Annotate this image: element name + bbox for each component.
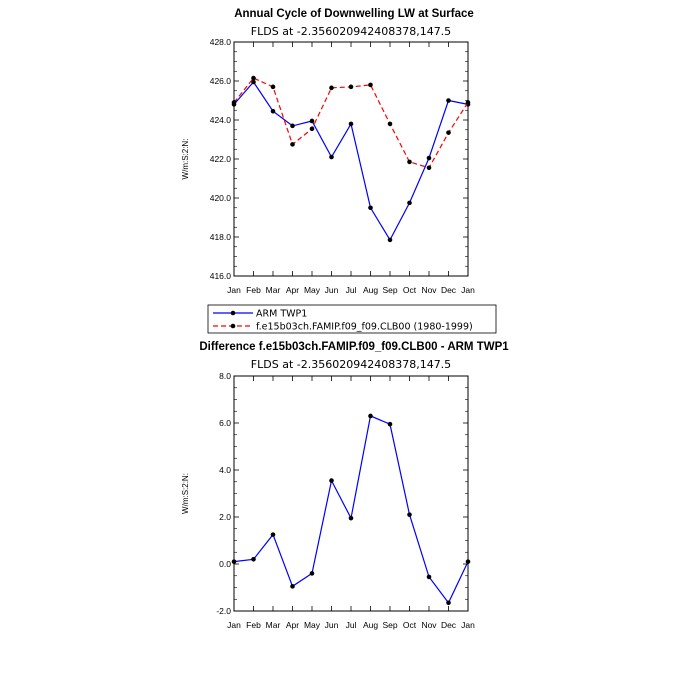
data-point — [270, 532, 276, 537]
x-tick-label: Jul — [346, 620, 357, 630]
x-tick-label: Apr — [286, 285, 299, 295]
y-tick-label: 424.0 — [210, 115, 232, 125]
data-point — [231, 100, 237, 105]
x-tick-label: Jan — [227, 620, 241, 630]
x-tick-label: Jul — [346, 285, 357, 295]
data-point — [465, 559, 471, 564]
x-tick-label: May — [304, 285, 321, 295]
data-point — [387, 121, 393, 127]
x-tick-label: Feb — [246, 285, 261, 295]
x-tick-label: Jan — [461, 285, 475, 295]
x-tick-label: Jan — [461, 620, 475, 630]
data-point — [348, 121, 354, 127]
legend-label-0: ARM TWP1 — [256, 309, 307, 320]
y-tick-label: 416.0 — [210, 271, 232, 281]
y-tick-label: 418.0 — [210, 232, 232, 242]
x-tick-label: Dec — [441, 620, 457, 630]
data-point — [426, 165, 432, 171]
data-point — [290, 123, 295, 129]
data-point — [368, 413, 373, 419]
data-point — [348, 515, 354, 521]
x-tick-label: Jan — [227, 285, 241, 295]
data-point — [329, 154, 334, 160]
y-tick-label: -2.0 — [216, 606, 231, 616]
data-point — [407, 159, 412, 165]
data-point — [368, 205, 373, 211]
legend-marker-1 — [230, 323, 236, 329]
y-tick-label: 2.0 — [219, 512, 231, 522]
x-tick-label: Feb — [246, 620, 261, 630]
data-point — [309, 126, 315, 132]
y-tick-label: 420.0 — [210, 193, 232, 203]
data-point — [251, 75, 256, 81]
data-point — [290, 142, 295, 147]
x-tick-label: Sep — [382, 285, 397, 295]
data-point — [290, 584, 295, 589]
data-point — [387, 421, 393, 427]
data-point — [329, 85, 334, 91]
x-tick-label: Nov — [421, 285, 437, 295]
x-tick-label: Aug — [363, 620, 378, 630]
legend-box — [207, 304, 497, 334]
x-tick-label: Mar — [266, 285, 281, 295]
x-tick-label: Dec — [441, 285, 457, 295]
y-axis-label-1: W/m:S:2:N: — [181, 473, 190, 514]
data-point — [446, 600, 451, 606]
x-tick-label: Jun — [325, 285, 339, 295]
data-point — [270, 84, 276, 90]
x-tick-label: Apr — [286, 620, 299, 630]
x-tick-label: Mar — [266, 620, 281, 630]
legend-marker-0 — [230, 310, 236, 316]
y-tick-label: 6.0 — [219, 418, 231, 428]
plot-frame-1 — [233, 375, 469, 612]
data-point — [426, 574, 432, 580]
plot-frame-0 — [233, 41, 469, 277]
y-axis-label-0: W/m:S:2:N: — [181, 139, 190, 180]
data-point — [446, 130, 451, 135]
data-point — [251, 557, 256, 562]
data-point — [426, 155, 432, 161]
chart-title-0: Annual Cycle of Downwelling LW at Surfac… — [234, 8, 474, 20]
series-line-1-0 — [233, 415, 469, 604]
x-tick-label: Nov — [421, 620, 437, 630]
data-point — [270, 108, 276, 114]
data-point — [348, 84, 354, 90]
x-tick-label: May — [304, 620, 321, 630]
x-tick-label: Sep — [382, 620, 397, 630]
data-point — [387, 237, 393, 243]
x-tick-label: Jun — [325, 620, 339, 630]
chart-title-1: Difference f.e15b03ch.FAMIP.f09_f09.CLB0… — [199, 341, 509, 353]
data-point — [231, 559, 237, 564]
data-point — [251, 79, 256, 85]
y-tick-label: 0.0 — [219, 559, 231, 569]
data-point — [329, 478, 334, 483]
data-point — [407, 200, 412, 206]
x-tick-label: Oct — [403, 285, 417, 295]
y-tick-label: 8.0 — [219, 371, 231, 381]
y-tick-label: 422.0 — [210, 154, 232, 164]
data-point — [407, 512, 412, 517]
data-point — [446, 98, 451, 103]
y-tick-label: 428.0 — [210, 37, 232, 47]
data-point — [309, 118, 315, 124]
data-point — [465, 100, 471, 105]
chart-subtitle-0: FLDS at -2.356020942408378,147.5 — [251, 25, 451, 38]
legend-label-1: f.e15b03ch.FAMIP.f09_f09.CLB00 (1980-199… — [256, 322, 473, 333]
x-tick-label: Aug — [363, 285, 378, 295]
data-point — [368, 82, 373, 88]
data-point — [309, 571, 315, 576]
x-tick-label: Oct — [403, 620, 417, 630]
y-tick-label: 4.0 — [219, 465, 231, 475]
chart-subtitle-1: FLDS at -2.356020942408378,147.5 — [251, 358, 451, 371]
y-tick-label: 426.0 — [210, 76, 232, 86]
